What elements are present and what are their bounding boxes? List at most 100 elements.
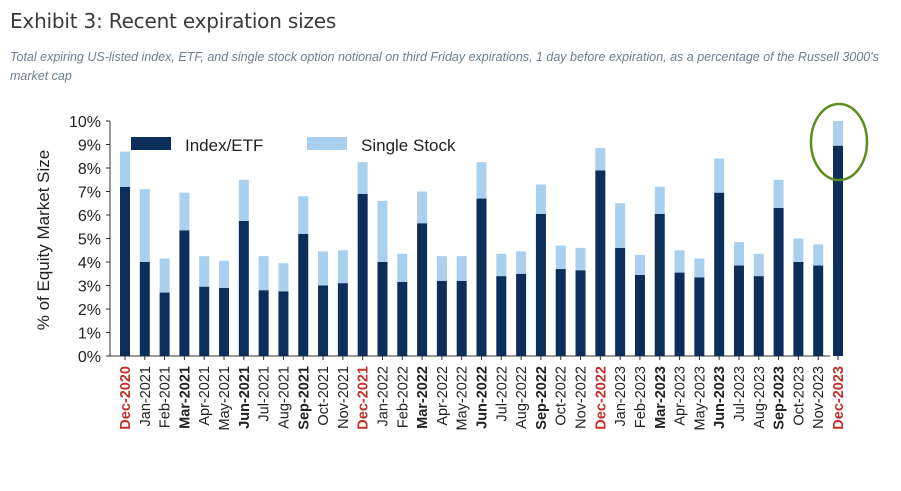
x-tick-label-feb-2021: Feb-2021 xyxy=(158,366,174,428)
bar-index-etf-mar-2023 xyxy=(654,213,665,356)
x-tick-label-dec-2021: Dec-2021 xyxy=(356,366,372,430)
bar-single-stock-dec-2023 xyxy=(833,121,843,146)
bar-index-etf-dec-2022 xyxy=(595,170,606,356)
bar-index-etf-may-2022 xyxy=(456,280,467,356)
bar-single-stock-jun-2023 xyxy=(714,158,725,193)
highlight-circle-dec-2023 xyxy=(809,102,869,182)
bar-index-etf-nov-2023 xyxy=(813,265,824,356)
bar-single-stock-dec-2022 xyxy=(595,148,606,171)
bar-single-stock-jul-2022 xyxy=(496,253,507,277)
x-tick-label-sep-2022: Sep-2022 xyxy=(534,366,550,430)
x-tick-label-oct-2021: Oct-2021 xyxy=(316,366,332,426)
x-tick-label-mar-2021: Mar-2021 xyxy=(177,366,193,429)
bar-index-etf-sep-2022 xyxy=(535,213,546,356)
x-tick-label-nov-2023: Nov-2023 xyxy=(811,366,827,429)
bar-single-stock-mar-2021 xyxy=(179,192,190,231)
bar-index-etf-aug-2022 xyxy=(516,273,527,356)
bar-index-etf-jan-2021 xyxy=(139,262,150,356)
x-tick-label-aug-2021: Aug-2021 xyxy=(276,366,292,429)
x-tick-label-apr-2022: Apr-2022 xyxy=(435,366,451,426)
legend-label-single-stock: Single Stock xyxy=(361,136,456,155)
x-tick-label-jan-2021: Jan-2021 xyxy=(138,366,154,426)
bar-single-stock-feb-2023 xyxy=(634,254,645,275)
x-tick-label-may-2023: May-2023 xyxy=(692,366,708,430)
x-axis-labels: Dec-2020 Jan-2021 Feb-2021 Mar-2021 Apr-2021… xyxy=(118,356,847,430)
bar-index-etf-nov-2022 xyxy=(575,270,586,356)
bar-index-etf-mar-2022 xyxy=(417,223,428,356)
x-tick-label-aug-2022: Aug-2022 xyxy=(514,366,530,429)
bar-single-stock-dec-2021 xyxy=(357,162,368,194)
chart-subtitle: Total expiring US-listed index, ETF, and… xyxy=(10,50,879,83)
y-axis: 0% 1% 2% 3% 4% 5% 6% 7% 8% 9% 10% xyxy=(69,114,830,366)
y-axis-label: % of Equity Market Size xyxy=(34,150,53,330)
bar-index-etf-feb-2022 xyxy=(397,281,408,356)
bars xyxy=(120,121,843,356)
bar-single-stock-jul-2021 xyxy=(258,256,269,291)
y-tick-label: 5% xyxy=(78,232,101,249)
bar-single-stock-nov-2023 xyxy=(813,244,824,266)
bar-single-stock-jan-2021 xyxy=(139,189,150,262)
bar-index-etf-jun-2023 xyxy=(714,192,725,356)
y-tick-label: 8% xyxy=(78,161,101,178)
bar-index-etf-oct-2021 xyxy=(318,285,329,356)
bar-index-etf-mar-2021 xyxy=(179,230,190,356)
x-tick-label-oct-2022: Oct-2022 xyxy=(554,366,570,426)
bar-single-stock-aug-2023 xyxy=(753,253,764,277)
bar-single-stock-sep-2023 xyxy=(773,179,784,208)
bar-single-stock-apr-2021 xyxy=(199,256,210,287)
x-tick-label-jul-2022: Jul-2022 xyxy=(494,366,510,422)
legend-swatch-index-etf xyxy=(131,137,171,150)
bar-single-stock-jan-2022 xyxy=(377,200,388,262)
bar-index-etf-nov-2021 xyxy=(337,283,348,356)
bar-index-etf-dec-2023 xyxy=(833,145,843,356)
x-tick-label-mar-2023: Mar-2023 xyxy=(653,366,669,429)
bar-index-etf-oct-2023 xyxy=(793,262,804,356)
bar-index-etf-jul-2022 xyxy=(496,276,507,356)
x-tick-label-aug-2023: Aug-2023 xyxy=(752,366,768,429)
bar-single-stock-oct-2023 xyxy=(793,238,804,262)
y-tick-label: 0% xyxy=(78,349,101,366)
bar-index-etf-may-2021 xyxy=(219,287,230,356)
bar-single-stock-feb-2021 xyxy=(159,258,170,293)
y-tick-label: 2% xyxy=(78,302,101,319)
bar-index-etf-oct-2022 xyxy=(555,269,566,356)
bar-single-stock-may-2021 xyxy=(219,260,230,288)
x-tick-label-nov-2021: Nov-2021 xyxy=(336,366,352,429)
bar-single-stock-jan-2023 xyxy=(615,203,626,248)
x-tick-label-jun-2023: Jun-2023 xyxy=(712,366,728,429)
bar-index-etf-sep-2021 xyxy=(298,233,309,356)
bar-single-stock-may-2023 xyxy=(694,258,705,278)
bar-index-etf-sep-2023 xyxy=(773,207,784,356)
legend: Index/ETF Single Stock xyxy=(131,136,456,155)
exhibit-title: Exhibit 3: Recent expiration sizes xyxy=(10,9,337,33)
y-tick-label: 1% xyxy=(78,326,101,343)
y-tick-label: 4% xyxy=(78,255,101,272)
x-tick-label-may-2021: May-2021 xyxy=(217,366,233,430)
bar-single-stock-mar-2023 xyxy=(654,186,665,214)
x-tick-label-oct-2023: Oct-2023 xyxy=(791,366,807,426)
x-tick-label-mar-2022: Mar-2022 xyxy=(415,366,431,429)
bar-single-stock-mar-2022 xyxy=(417,191,428,224)
y-tick-label: 3% xyxy=(78,279,101,296)
bar-index-etf-apr-2021 xyxy=(199,286,210,356)
x-tick-label-may-2022: May-2022 xyxy=(455,366,471,430)
bar-index-etf-may-2023 xyxy=(694,277,705,356)
bar-index-etf-jun-2021 xyxy=(238,220,249,356)
bar-single-stock-sep-2021 xyxy=(298,196,309,234)
x-tick-label-sep-2023: Sep-2023 xyxy=(772,366,788,430)
bar-single-stock-feb-2022 xyxy=(397,253,408,282)
bar-index-etf-aug-2021 xyxy=(278,291,289,356)
bar-single-stock-dec-2020 xyxy=(120,151,130,187)
bar-single-stock-oct-2021 xyxy=(318,251,329,286)
x-tick-label-jul-2021: Jul-2021 xyxy=(257,366,273,422)
x-tick-label-apr-2021: Apr-2021 xyxy=(197,366,213,426)
bar-index-etf-apr-2023 xyxy=(674,272,685,356)
legend-swatch-single-stock xyxy=(307,137,347,150)
bar-index-etf-jun-2022 xyxy=(476,198,487,356)
bar-index-etf-jan-2022 xyxy=(377,262,388,356)
bar-single-stock-jun-2022 xyxy=(476,162,487,199)
bar-index-etf-jan-2023 xyxy=(615,247,626,356)
x-tick-label-dec-2022: Dec-2022 xyxy=(593,366,609,430)
y-tick-label: 10% xyxy=(69,114,101,131)
bar-index-etf-dec-2020 xyxy=(120,186,130,356)
